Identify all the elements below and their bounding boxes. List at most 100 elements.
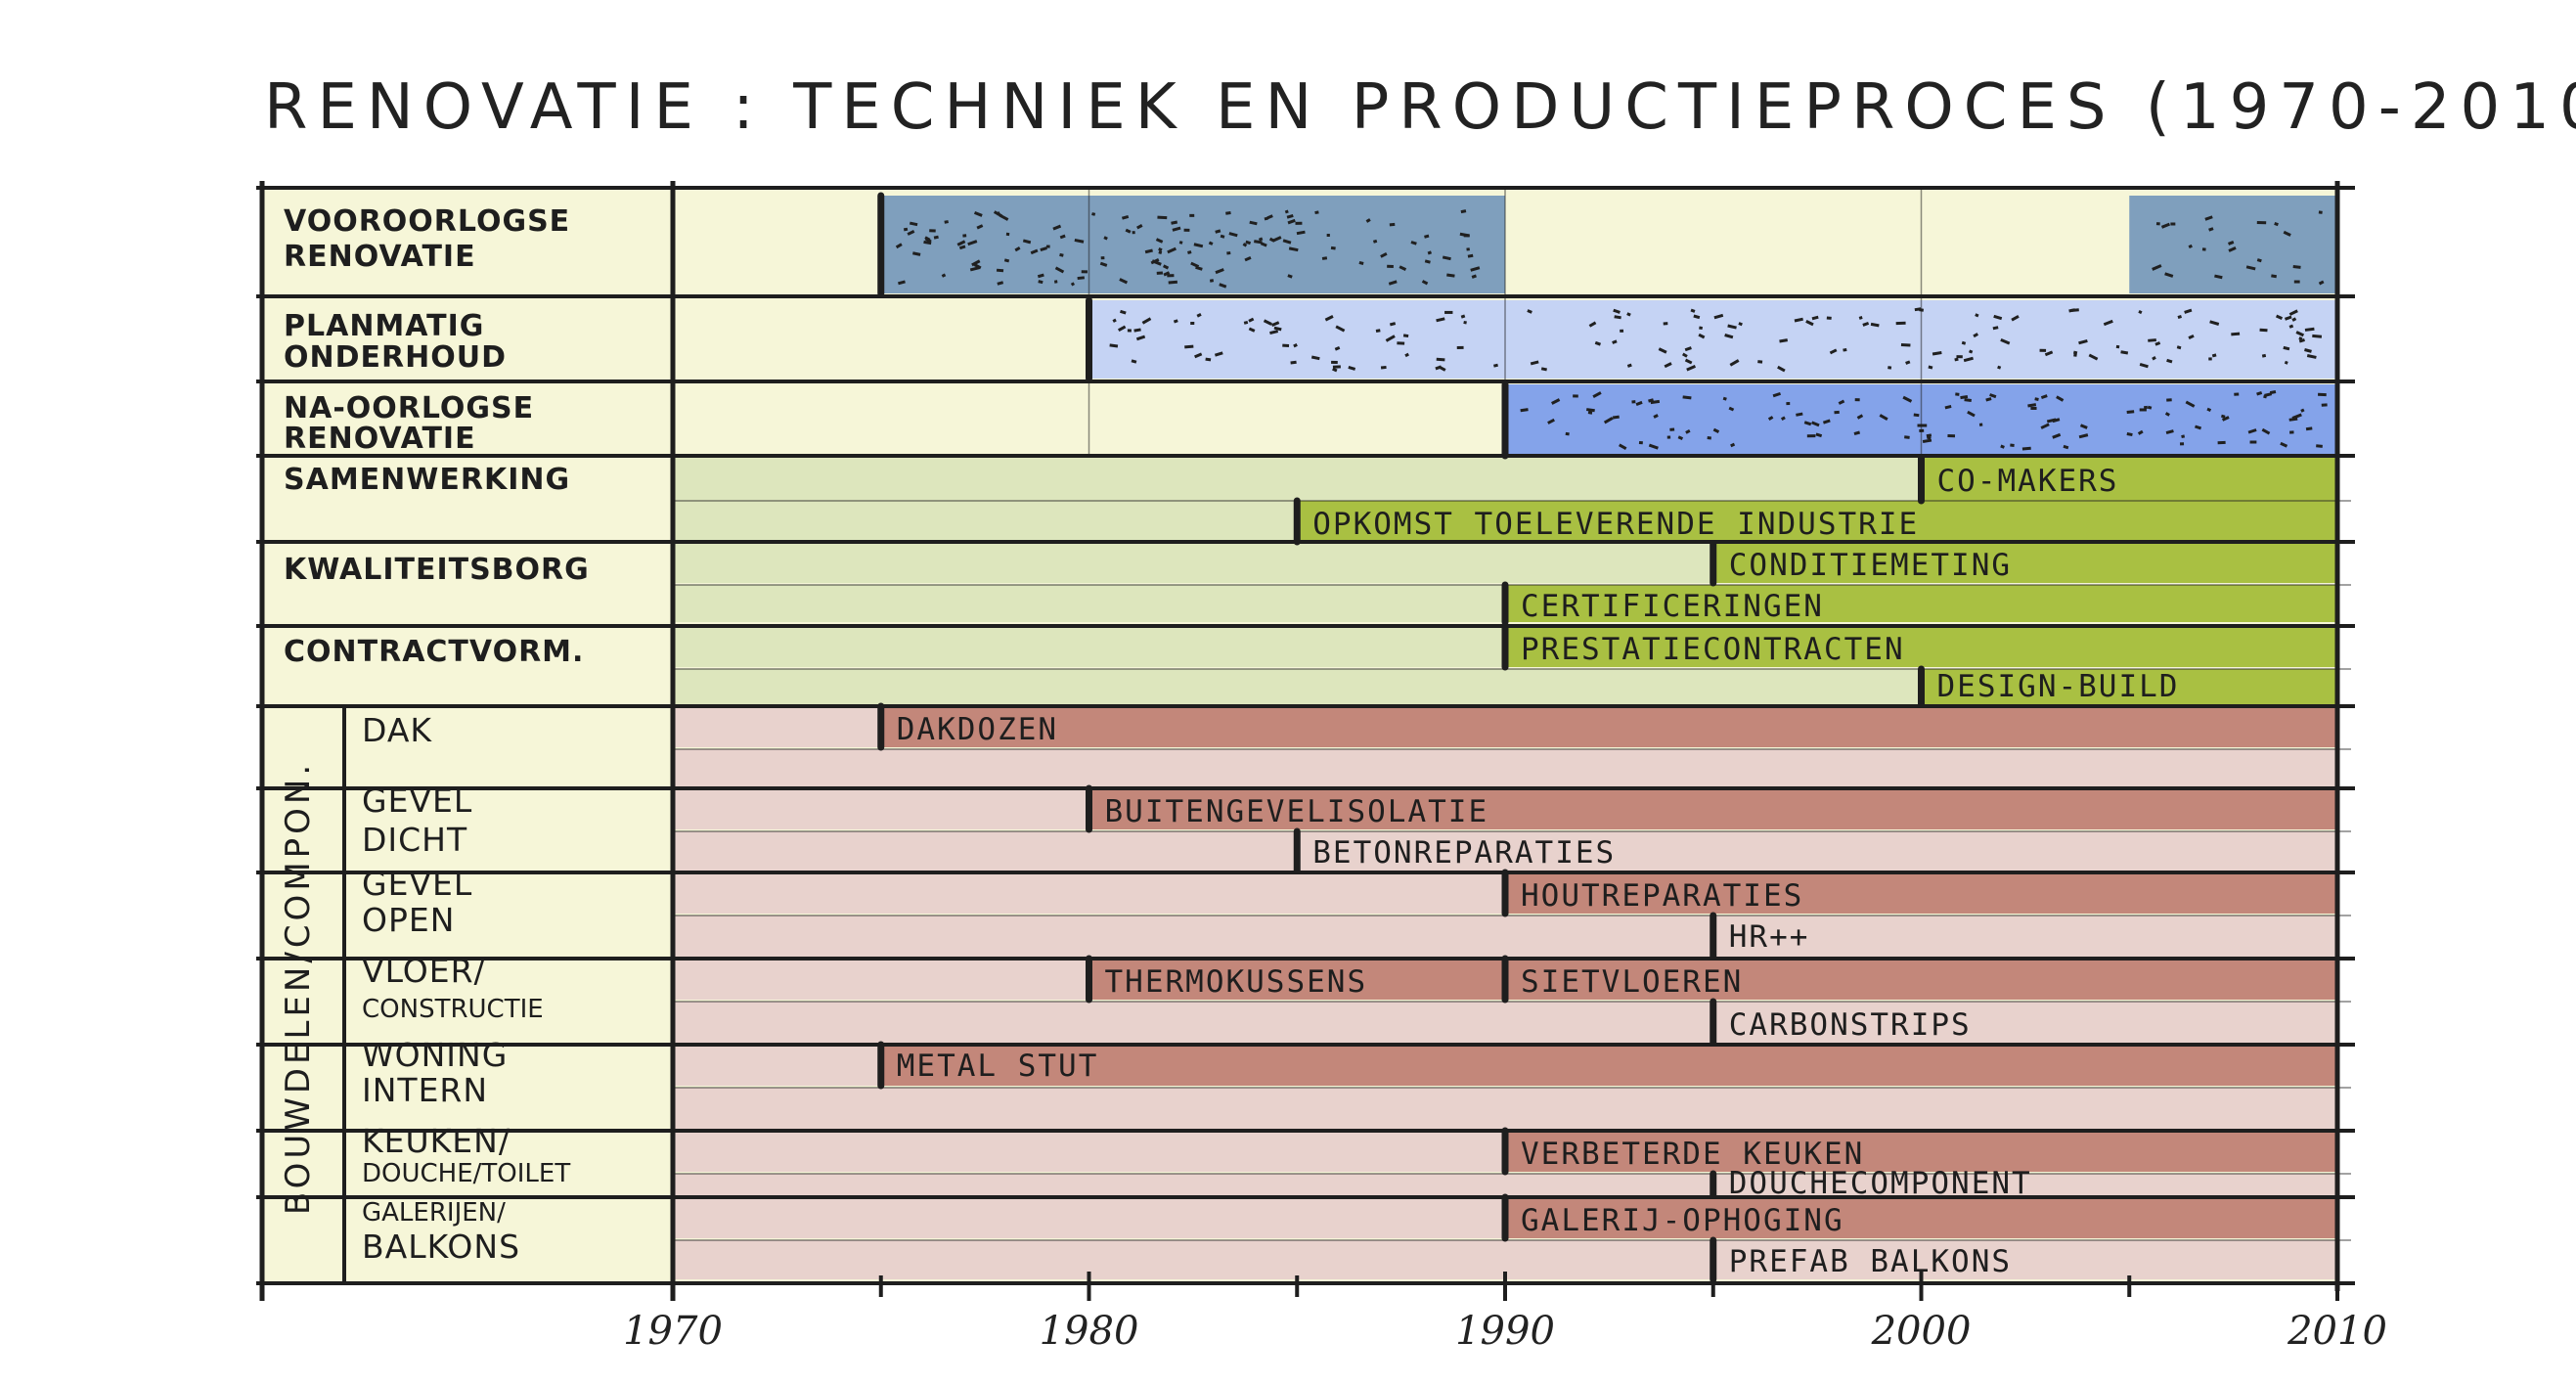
speckle-planned-maintenance <box>1997 365 2002 370</box>
speckle-planned-maintenance <box>1109 343 1119 348</box>
annotation-dakdozen: DAKDOZEN <box>897 712 1058 747</box>
speckle-post-war <box>2181 434 2186 439</box>
speckle-planned-maintenance <box>1888 366 1892 370</box>
speckle-pre-war <box>1163 271 1171 277</box>
speckle-post-war <box>2221 416 2230 422</box>
speckle-planned-maintenance <box>1826 316 1832 320</box>
speckle-planned-maintenance <box>1375 329 1381 334</box>
speckle-post-war <box>1955 392 1960 396</box>
speckle-planned-maintenance <box>1435 365 1443 371</box>
speckle-pre-war-late <box>2228 246 2237 252</box>
component-group-label: BOUWDELEN/COMPON. <box>279 761 318 1215</box>
speckle-pre-war <box>1245 240 1252 246</box>
speckle-pre-war <box>1287 274 1293 279</box>
speckle-pre-war <box>956 240 966 246</box>
speckle-planned-maintenance <box>2088 353 2099 361</box>
speckle-pre-war-late <box>2245 265 2256 271</box>
speckle-pre-war-late <box>2214 274 2223 280</box>
speckle-pre-war <box>1150 258 1160 265</box>
bar-prestatiecontracten <box>1505 628 2337 667</box>
speckle-pre-war <box>1158 250 1163 254</box>
annotation-douchecomponent: DOUCHECOMPONENT <box>1729 1166 2032 1201</box>
speckle-planned-maintenance <box>1332 365 1341 369</box>
speckle-pre-war <box>1215 229 1221 234</box>
speckle-planned-maintenance <box>1870 322 1880 328</box>
speckle-planned-maintenance <box>1693 314 1701 320</box>
speckle-planned-maintenance <box>1626 312 1631 317</box>
speckle-planned-maintenance <box>1843 348 1847 352</box>
speckle-planned-maintenance <box>2209 320 2220 326</box>
lane-component-1 <box>673 749 2337 788</box>
speckle-planned-maintenance <box>2188 334 2195 340</box>
speckle-pre-war <box>973 263 982 270</box>
speckle-planned-maintenance <box>1173 319 1178 324</box>
component-label-2-line-0: GEVEL <box>362 865 472 903</box>
speckle-pre-war-late <box>2160 222 2171 229</box>
speckle-post-war <box>2206 407 2212 413</box>
speckle-planned-maintenance <box>1975 313 1979 318</box>
speckle-post-war <box>2316 444 2323 448</box>
speckle-pre-war <box>1387 264 1394 268</box>
speckle-pre-war <box>1215 268 1224 275</box>
speckle-planned-maintenance <box>2261 353 2267 358</box>
speckle-pre-war <box>1005 232 1010 237</box>
speckle-planned-maintenance <box>2176 345 2182 350</box>
speckle-pre-war <box>1314 210 1319 215</box>
annotation-metal-stut: METAL STUT <box>897 1049 1099 1084</box>
speckle-pre-war <box>1195 265 1203 271</box>
speckle-pre-war <box>1284 209 1289 214</box>
speckle-planned-maintenance <box>1380 365 1387 370</box>
speckle-pre-war <box>1081 270 1088 274</box>
speckle-pre-war-late <box>2152 264 2162 271</box>
speckle-planned-maintenance <box>1335 325 1346 333</box>
component-label-5-line-1: DOUCHE/TOILET <box>362 1159 570 1188</box>
speckle-planned-maintenance <box>2304 327 2315 332</box>
speckle-planned-maintenance <box>1932 351 1942 356</box>
speckle-post-war <box>2040 423 2050 429</box>
speckle-post-war <box>1780 416 1786 421</box>
speckle-post-war <box>1904 435 1910 439</box>
speckle-pre-war <box>1053 280 1058 284</box>
axis-tick-1970: 1970 <box>623 1309 723 1354</box>
speckle-planned-maintenance <box>1196 312 1202 318</box>
speckle-planned-maintenance <box>1293 343 1298 348</box>
speckle-post-war <box>1635 400 1643 407</box>
component-label-3-line-1: CONSTRUCTIE <box>362 995 544 1024</box>
speckle-pre-war <box>903 227 909 232</box>
speckle-pre-war <box>993 210 1003 218</box>
speckle-planned-maintenance <box>1263 319 1272 326</box>
speckle-pre-war <box>1372 239 1378 244</box>
speckle-planned-maintenance <box>1127 329 1132 333</box>
speckle-post-war <box>2321 403 2328 407</box>
speckle-post-war <box>2164 412 2170 417</box>
speckle-planned-maintenance <box>1436 317 1445 323</box>
speckle-planned-maintenance <box>1334 345 1341 351</box>
bar-certificeringen <box>1505 585 2337 622</box>
speckle-planned-maintenance <box>1862 321 1870 327</box>
speckle-pre-war <box>1466 247 1470 251</box>
component-label-1-line-0: GEVEL <box>362 782 472 820</box>
row-label-1-line-1: ONDERHOUD <box>284 340 507 375</box>
speckle-pre-war <box>1399 265 1407 272</box>
speckle-planned-maintenance <box>1588 321 1597 328</box>
speckle-planned-maintenance <box>1724 334 1734 339</box>
speckle-pre-war <box>1421 280 1429 286</box>
component-label-4-line-0: WONING <box>362 1036 508 1074</box>
speckle-post-war <box>1806 434 1816 438</box>
speckle-planned-maintenance <box>2283 345 2290 351</box>
speckle-post-war <box>1960 394 1969 400</box>
speckle-planned-maintenance <box>2073 353 2077 357</box>
speckle-planned-maintenance <box>2000 337 2011 345</box>
speckle-planned-maintenance <box>2115 344 2120 349</box>
speckle-post-war <box>2056 395 2065 402</box>
bar-component-12 <box>1505 1197 2337 1238</box>
speckle-planned-maintenance <box>1963 356 1974 363</box>
speckle-post-war <box>1917 424 1928 427</box>
speckle-planned-maintenance <box>1444 310 1453 314</box>
speckle-pre-war <box>1380 251 1388 258</box>
speckle-post-war <box>1838 399 1845 405</box>
speckle-pre-war <box>1286 213 1294 219</box>
speckle-post-war <box>2063 444 2069 450</box>
speckle-planned-maintenance <box>2231 332 2241 336</box>
speckle-planned-maintenance <box>1404 352 1409 358</box>
